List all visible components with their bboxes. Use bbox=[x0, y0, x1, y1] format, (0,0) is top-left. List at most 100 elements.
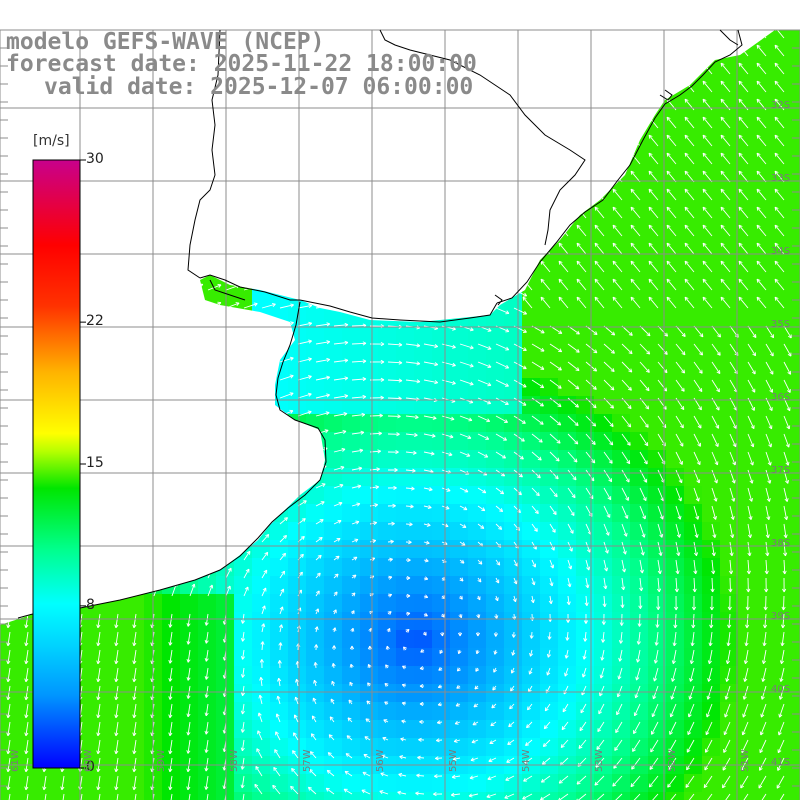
speed-cell bbox=[756, 54, 774, 72]
wind-arrow-head bbox=[576, 189, 579, 193]
wind-arrow-head bbox=[524, 39, 528, 43]
speed-cell bbox=[504, 126, 522, 144]
speed-cell bbox=[630, 450, 648, 468]
wind-arrow-head bbox=[702, 81, 705, 85]
speed-cell bbox=[684, 90, 702, 108]
speed-cell bbox=[720, 396, 738, 414]
wind-arrow-head bbox=[218, 231, 222, 235]
wind-arrow-head bbox=[540, 81, 543, 85]
wind-arrow-head bbox=[416, 309, 421, 312]
wind-arrow-head bbox=[720, 224, 725, 227]
wind-arrow bbox=[459, 253, 474, 259]
wind-arrow-head bbox=[236, 267, 240, 271]
wind-arrow-head bbox=[17, 245, 22, 247]
wind-arrow-head bbox=[594, 153, 597, 157]
speed-cell bbox=[684, 180, 702, 198]
wind-arrow-head bbox=[434, 163, 439, 167]
wind-arrow bbox=[261, 356, 276, 363]
wind-arrow bbox=[738, 116, 749, 129]
speed-cell bbox=[738, 594, 756, 612]
speed-cell bbox=[486, 270, 504, 288]
wind-arrow-head bbox=[751, 389, 756, 393]
speed-cell bbox=[162, 180, 180, 198]
wind-arrow bbox=[405, 271, 420, 275]
speed-cell bbox=[108, 540, 126, 558]
wind-arrow bbox=[576, 134, 587, 147]
wind-arrow-head bbox=[271, 320, 276, 323]
speed-cell bbox=[414, 594, 432, 612]
wind-arrow-head bbox=[720, 98, 725, 101]
wind-arrow bbox=[333, 413, 348, 417]
speed-cell bbox=[0, 180, 18, 198]
speed-cell bbox=[720, 720, 738, 738]
wind-arrow bbox=[9, 120, 23, 129]
wind-arrow-head bbox=[522, 152, 527, 155]
wind-arrow-head bbox=[612, 297, 615, 301]
wind-arrow bbox=[495, 253, 510, 260]
wind-arrow-head bbox=[106, 405, 110, 408]
speed-cell bbox=[756, 306, 774, 324]
speed-cell bbox=[594, 90, 612, 108]
wind-arrow-head bbox=[108, 388, 111, 392]
wind-arrow-head bbox=[272, 197, 277, 201]
wind-arrow bbox=[576, 278, 587, 291]
speed-cell bbox=[792, 450, 800, 468]
wind-arrow-head bbox=[611, 333, 615, 336]
wind-arrow bbox=[387, 199, 402, 202]
wind-arrow-head bbox=[524, 256, 528, 260]
wind-arrow-head bbox=[756, 45, 759, 49]
wind-arrow bbox=[531, 343, 545, 352]
wind-arrow bbox=[207, 302, 222, 309]
speed-cell bbox=[792, 504, 800, 522]
speed-cell bbox=[540, 234, 558, 252]
wind-arrow bbox=[441, 199, 456, 204]
speed-cell bbox=[468, 666, 486, 684]
wind-arrow-head bbox=[219, 17, 222, 18]
wind-arrow-head bbox=[434, 127, 439, 131]
wind-arrow bbox=[783, 325, 792, 339]
speed-cell bbox=[342, 162, 360, 180]
speed-cell bbox=[576, 0, 594, 18]
wind-arrow-head bbox=[558, 81, 561, 85]
speed-cell bbox=[612, 360, 630, 378]
wind-arrow-head bbox=[720, 207, 723, 211]
speed-cell bbox=[414, 576, 432, 594]
speed-cell bbox=[576, 378, 594, 396]
speed-cell bbox=[702, 0, 720, 18]
wind-arrow-head bbox=[488, 56, 492, 60]
wind-arrow-head bbox=[290, 303, 294, 306]
wind-arrow-head bbox=[127, 370, 130, 375]
speed-cell bbox=[378, 180, 396, 198]
wind-arrow-head bbox=[558, 170, 563, 173]
speed-cell bbox=[414, 180, 432, 198]
wind-arrow-head bbox=[452, 40, 456, 43]
speed-cell bbox=[540, 720, 558, 738]
speed-cell bbox=[252, 504, 270, 522]
wind-arrow-head bbox=[344, 376, 349, 379]
wind-arrow-head bbox=[21, 14, 23, 17]
speed-cell bbox=[558, 540, 576, 558]
speed-cell bbox=[684, 612, 702, 630]
wind-arrow bbox=[558, 44, 569, 57]
speed-cell bbox=[432, 720, 450, 738]
wind-arrow-head bbox=[18, 334, 21, 338]
wind-arrow-head bbox=[397, 416, 401, 419]
wind-arrow-head bbox=[217, 212, 222, 215]
wind-arrow bbox=[9, 85, 23, 93]
wind-arrow bbox=[594, 152, 605, 165]
speed-cell bbox=[270, 180, 288, 198]
wind-arrow-head bbox=[272, 356, 276, 361]
speed-cell bbox=[702, 180, 720, 198]
speed-cell bbox=[198, 234, 216, 252]
wind-arrow bbox=[595, 9, 604, 20]
speed-cell bbox=[684, 738, 702, 756]
speed-cell bbox=[126, 594, 144, 612]
wind-arrow bbox=[117, 335, 130, 345]
wind-arrow bbox=[117, 264, 131, 273]
speed-cell bbox=[504, 792, 522, 800]
wind-arrow-head bbox=[253, 320, 258, 322]
wind-arrow-head bbox=[308, 286, 312, 289]
wind-arrow-head bbox=[717, 335, 721, 338]
wind-arrow-head bbox=[540, 260, 545, 263]
speed-cell bbox=[522, 342, 540, 360]
